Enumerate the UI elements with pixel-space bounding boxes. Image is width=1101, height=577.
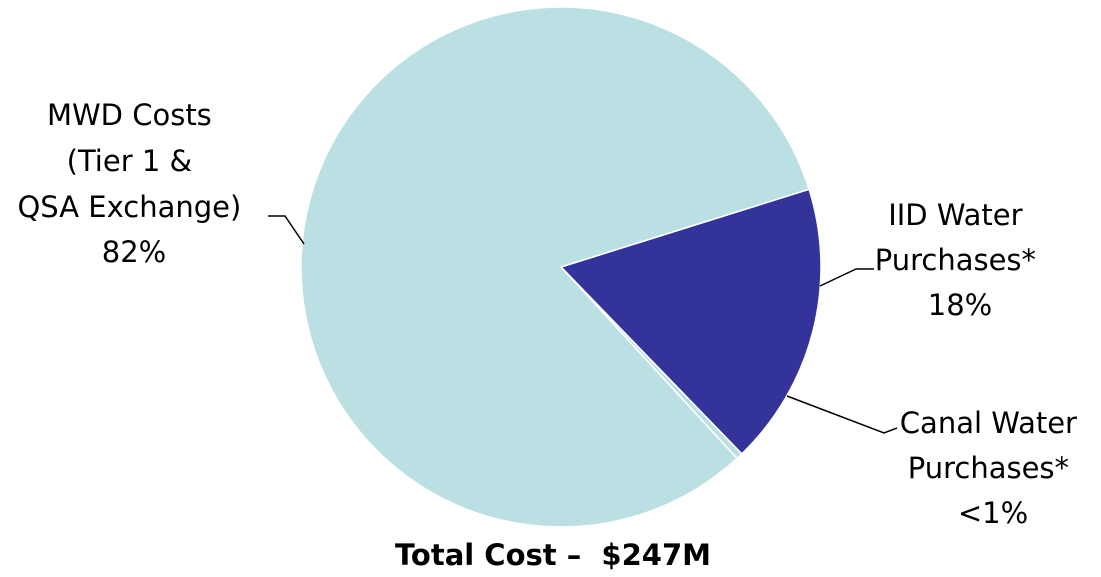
leader-line-mwd <box>268 215 305 245</box>
slice-label-mwd-line-1: MWD Costs <box>47 98 212 132</box>
pie-slices <box>300 6 822 528</box>
total-cost-caption: Total Cost – $247M <box>395 538 711 572</box>
slice-label-iid-line-2: Purchases* <box>875 243 1036 277</box>
slice-label-mwd-line-2: (Tier 1 & <box>67 144 192 178</box>
slice-label-canal: Canal Water Purchases* <1% <box>900 406 1086 530</box>
slice-label-mwd: MWD Costs (Tier 1 & QSA Exchange) 82% <box>17 98 250 269</box>
pie-slice-iid <box>559 188 822 455</box>
leader-line-iid <box>819 268 874 287</box>
slice-label-canal-line-1: Canal Water <box>900 406 1077 440</box>
slice-label-iid-percent: 18% <box>928 288 992 322</box>
leader-line-canal <box>786 395 898 434</box>
slice-label-iid-line-1: IID Water <box>888 198 1022 232</box>
slice-label-mwd-percent: 82% <box>102 235 166 269</box>
slice-label-canal-line-2: Purchases* <box>908 451 1069 485</box>
pie-slice-mwd <box>300 6 811 528</box>
slice-label-mwd-line-3: QSA Exchange) <box>17 190 241 224</box>
slice-label-canal-percent: <1% <box>958 496 1028 530</box>
slice-label-iid: IID Water Purchases* 18% <box>875 198 1046 322</box>
